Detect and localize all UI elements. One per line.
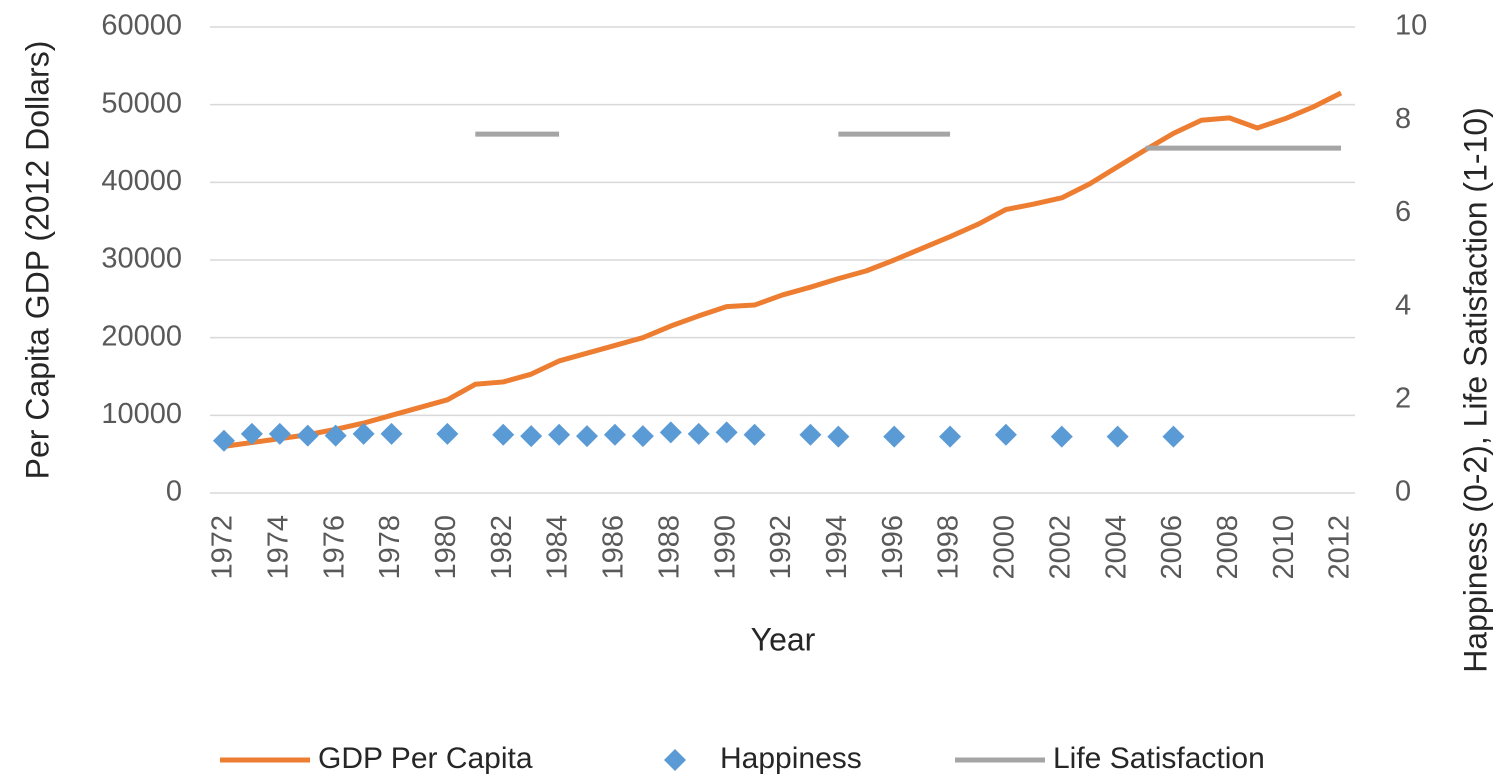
x-tick-label: 2004: [1100, 515, 1132, 580]
y-tick-label: 0: [166, 476, 182, 508]
x-tick-label: 2002: [1044, 515, 1076, 580]
diamond-marker: [324, 424, 347, 447]
diamond-marker: [548, 423, 571, 446]
diamond-marker: [715, 421, 738, 444]
diamond-marker: [380, 422, 403, 445]
x-tick-label: 2006: [1156, 515, 1188, 580]
x-tick-label: 1976: [318, 515, 350, 580]
x-tick-label: 1998: [933, 515, 965, 580]
y-tick-label: 50000: [101, 87, 182, 119]
diamond-marker: [994, 423, 1017, 446]
x-tick-label: 1982: [486, 515, 518, 580]
y2-tick-label: 0: [1395, 476, 1411, 508]
diamond-marker: [268, 422, 291, 445]
y2-tick-label: 2: [1395, 382, 1411, 414]
diamond-marker: [1050, 425, 1073, 448]
x-tick-label: 1996: [877, 515, 909, 580]
x-tick-label: 2010: [1268, 515, 1300, 580]
legend-label: Life Satisfaction: [1053, 742, 1265, 775]
x-tick-label: 1990: [709, 515, 741, 580]
diamond-marker: [631, 425, 654, 448]
x-tick-label: 2008: [1212, 515, 1244, 580]
diamond-marker: [492, 423, 515, 446]
diamond-marker: [883, 425, 906, 448]
diamond-marker: [659, 421, 682, 444]
y2-tick-label: 8: [1395, 103, 1411, 135]
y-tick-label: 30000: [101, 243, 182, 275]
x-tick-label: 2000: [989, 515, 1021, 580]
legend-label: Happiness: [720, 742, 862, 775]
y-tick-label: 60000: [101, 10, 182, 42]
diamond-marker: [212, 429, 235, 452]
diamond-marker: [603, 423, 626, 446]
diamond-marker: [687, 422, 710, 445]
line-series: [223, 90, 1343, 449]
x-tick-label: 1994: [821, 515, 853, 580]
x-tick-label: 1978: [374, 515, 406, 580]
y-tick-label: 10000: [101, 398, 182, 430]
diamond-marker: [799, 423, 822, 446]
legend-marker: [664, 749, 686, 771]
y-tick-label: 40000: [101, 165, 182, 197]
x-tick-label: 1972: [207, 515, 239, 580]
y2-tick-label: 6: [1395, 196, 1411, 228]
diamond-marker: [827, 425, 850, 448]
diamond-marker: [436, 422, 459, 445]
legend-label: GDP Per Capita: [318, 742, 533, 775]
x-tick-label: 1986: [598, 515, 630, 580]
x-tick-label: 1992: [765, 515, 797, 580]
diamond-marker: [743, 423, 766, 446]
y2-tick-label: 10: [1395, 10, 1427, 42]
diamond-marker: [576, 425, 599, 448]
diamond-marker: [296, 424, 319, 447]
y2-axis-title: Happiness (0-2), Life Satisfaction (1-10…: [1457, 107, 1493, 673]
diamond-marker: [939, 425, 962, 448]
y-tick-label: 20000: [101, 320, 182, 352]
diamond-marker: [1106, 425, 1129, 448]
diamond-marker: [520, 425, 543, 448]
x-tick-label: 1974: [262, 515, 294, 580]
diamond-marker: [352, 422, 375, 445]
y2-tick-label: 4: [1395, 289, 1411, 321]
x-tick-label: 1980: [430, 515, 462, 580]
y-axis-title: Per Capita GDP (2012 Dollars): [19, 41, 55, 480]
x-tick-label: 2012: [1324, 515, 1356, 580]
diamond-marker: [1162, 425, 1185, 448]
line-series: [475, 131, 1342, 151]
x-tick-label: 1988: [653, 515, 685, 580]
x-tick-label: 1984: [542, 515, 574, 580]
x-axis-title: Year: [751, 621, 816, 657]
diamond-marker: [240, 422, 263, 445]
